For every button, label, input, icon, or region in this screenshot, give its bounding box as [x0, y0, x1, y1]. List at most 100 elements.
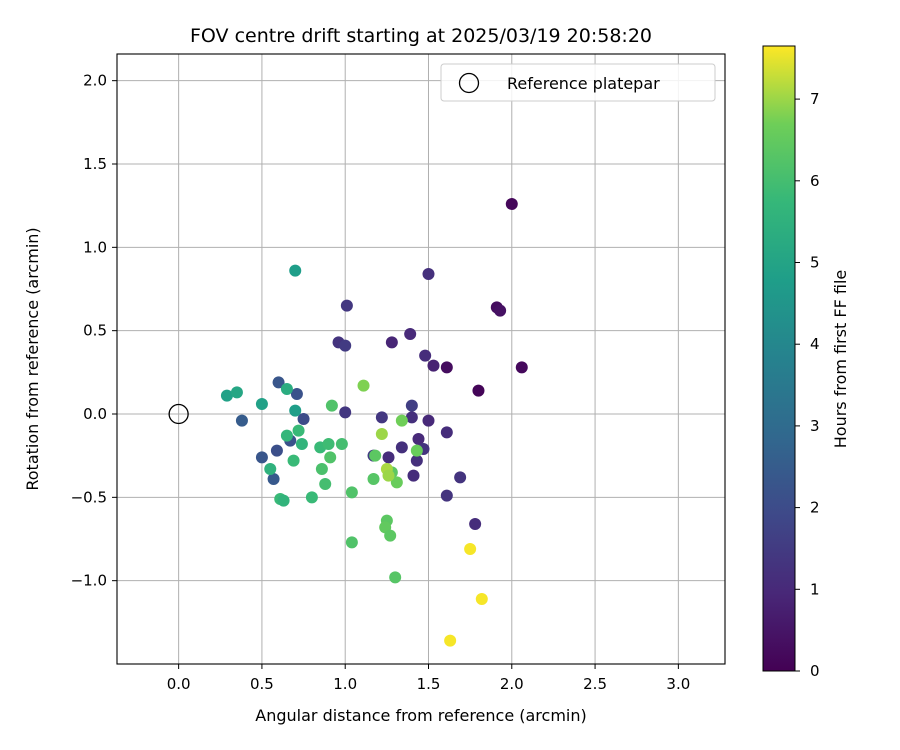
scatter-point [515, 361, 528, 374]
x-axis-ticks: 0.0 0.5 1.0 1.5 2.0 2.5 3.0 [167, 664, 690, 693]
scatter-point [407, 469, 420, 482]
y-tick-label: 2.0 [83, 72, 107, 90]
scatter-point [405, 411, 418, 424]
chart-title: FOV centre drift starting at 2025/03/19 … [190, 25, 652, 47]
y-axis-ticks: −1.0 −0.5 0.0 0.5 1.0 1.5 2.0 [71, 72, 117, 590]
legend-box [440, 63, 716, 102]
scatter-point [444, 634, 457, 647]
scatter-point [375, 428, 388, 440]
colorbar: 0 1 2 3 4 5 6 7 Hours from first FF file [762, 45, 850, 680]
scatter-point [272, 376, 285, 389]
y-axis-label: Rotation from reference (arcmin) [23, 227, 42, 490]
scatter-point [270, 444, 283, 457]
scatter-point [395, 441, 408, 454]
scatter-point [230, 386, 243, 399]
colorbar-gradient [762, 45, 796, 672]
scatter-point [427, 359, 440, 372]
scatter-point [292, 424, 305, 437]
scatter-points [220, 198, 528, 647]
reference-platepar-marker [168, 403, 189, 425]
scatter-point [220, 389, 233, 402]
legend: Reference platepar [440, 63, 716, 102]
scatter-point [440, 361, 453, 374]
scatter-point [357, 379, 370, 392]
scatter-point [505, 198, 518, 210]
x-tick-label: 2.5 [583, 675, 607, 693]
scatter-point [289, 404, 302, 417]
colorbar-tick-label: 4 [810, 335, 820, 353]
scatter-point [322, 438, 335, 450]
scatter-point [422, 414, 435, 427]
scatter-point [454, 471, 467, 484]
scatter-point [287, 454, 300, 467]
scatter-point [289, 264, 302, 277]
scatter-point [385, 336, 398, 349]
x-tick-label: 1.5 [417, 675, 441, 693]
scatter-point [235, 414, 248, 427]
legend-entry-reference-platepar: Reference platepar [507, 74, 660, 93]
scatter-point [295, 438, 308, 450]
colorbar-tick-label: 0 [810, 662, 820, 680]
scatter-point [340, 299, 353, 312]
scatter-point [345, 486, 358, 499]
scatter-point [405, 399, 418, 412]
scatter-point [472, 384, 485, 397]
scatter-point [315, 463, 328, 475]
x-tick-label: 2.0 [500, 675, 524, 693]
colorbar-tick-label: 2 [810, 499, 820, 517]
x-tick-label: 1.0 [333, 675, 357, 693]
colorbar-ticks: 0 1 2 3 4 5 6 7 [795, 90, 820, 680]
colorbar-tick-label: 7 [810, 90, 820, 108]
scatter-point [410, 444, 423, 457]
plot-frame [116, 53, 726, 665]
scatter-point [422, 268, 435, 280]
scatter-point [440, 426, 453, 439]
scatter-point [339, 339, 352, 352]
scatter-point [384, 529, 397, 542]
x-axis-label: Angular distance from reference (arcmin) [255, 706, 586, 725]
scatter-point [255, 398, 268, 410]
scatter-point [464, 543, 477, 555]
y-tick-label: 1.5 [83, 155, 107, 173]
scatter-point [319, 478, 332, 490]
scatter-point [419, 349, 432, 362]
colorbar-tick-label: 1 [810, 580, 820, 598]
scatter-point [382, 451, 395, 464]
scatter-point [280, 383, 293, 395]
x-tick-label: 0.0 [167, 675, 191, 693]
scatter-point [369, 449, 382, 462]
y-tick-label: 0.5 [83, 322, 107, 340]
scatter-point [325, 399, 338, 412]
scatter-point [335, 438, 348, 450]
scatter-point [324, 451, 337, 464]
colorbar-tick-label: 3 [810, 417, 820, 435]
scatter-point [267, 473, 280, 485]
scatter-point [395, 414, 408, 427]
y-tick-label: 0.0 [83, 405, 107, 423]
scatter-point [339, 406, 352, 419]
y-tick-label: −0.5 [71, 488, 107, 506]
legend-reference-marker-icon [458, 72, 480, 94]
scatter-point [390, 476, 403, 489]
scatter-point [469, 518, 482, 530]
y-tick-label: −1.0 [71, 572, 107, 590]
x-tick-label: 0.5 [250, 675, 274, 693]
scatter-point [255, 451, 268, 464]
scatter-point [375, 411, 388, 424]
scatter-point [290, 388, 303, 400]
scatter-point [389, 571, 402, 584]
scatter-point [440, 489, 453, 502]
scatter-point [410, 454, 423, 467]
scatter-point [280, 429, 293, 442]
scatter-point [404, 328, 417, 340]
colorbar-tick-label: 6 [810, 172, 820, 190]
x-tick-label: 3.0 [666, 675, 690, 693]
scatter-point [382, 469, 395, 482]
scatter-point [475, 593, 488, 605]
y-tick-label: 1.0 [83, 238, 107, 256]
scatter-point [264, 463, 277, 475]
scatter-point [277, 494, 290, 507]
scatter-point [305, 491, 318, 504]
scatter-point [494, 304, 507, 317]
